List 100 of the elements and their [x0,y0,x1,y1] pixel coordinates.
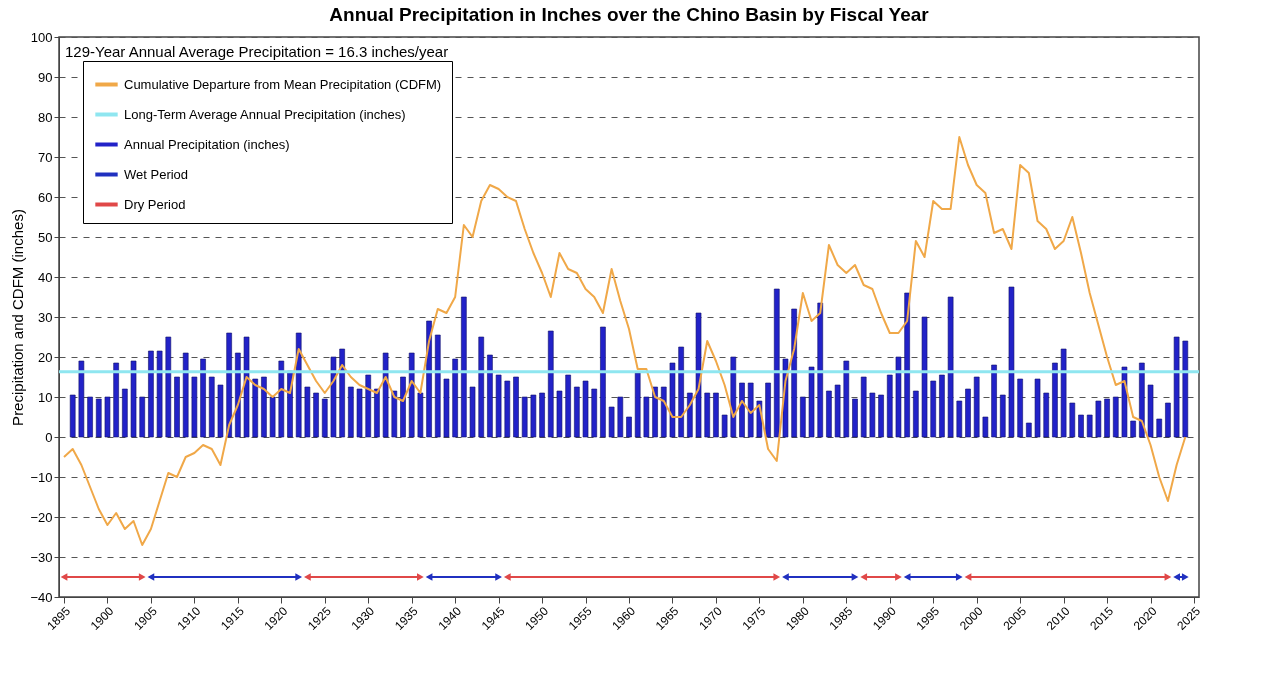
line-series [63,136,1187,546]
bar [252,378,259,438]
bar [956,400,963,438]
bar [1069,402,1076,438]
bar [261,376,267,438]
bar [478,336,485,438]
bar [391,390,398,438]
bar [817,302,824,438]
bar [539,392,545,438]
bar [721,414,728,438]
y-tick-label: 10 [38,389,53,405]
bar [69,394,76,438]
bar [165,336,172,438]
bar [469,386,476,438]
bar [182,352,189,438]
y-tick-label: 90 [38,69,53,85]
bar [243,336,250,438]
bar [487,354,493,438]
bar [113,362,119,438]
bar [826,390,832,438]
bar [982,416,989,438]
bar [1112,396,1119,438]
bar [374,388,380,438]
bar [600,326,606,438]
bar [1060,348,1067,438]
bar [1156,418,1163,438]
y-tick-label: −40 [30,589,53,605]
bar [687,392,693,438]
bar [765,382,771,438]
bar [1173,336,1180,438]
bar [843,360,850,438]
bar [773,288,780,438]
bar [860,376,867,438]
bar [713,392,719,438]
bar [269,396,276,438]
bar [999,394,1006,438]
bar [1008,286,1015,438]
bar [1026,422,1032,438]
y-tick-label: −10 [30,469,53,485]
bar [913,390,919,438]
bar [1043,392,1050,438]
bar [461,296,467,438]
y-tick-label: 30 [38,309,53,325]
bar [78,360,85,438]
bar [530,394,537,438]
bar [591,388,598,438]
bar [921,316,928,438]
bar [130,360,137,438]
bar [417,392,424,438]
bar [973,376,980,438]
bar [704,392,711,438]
y-tick-label: 80 [38,109,53,125]
bar [660,386,667,438]
bar [217,384,224,438]
legend-label: Cumulative Departure from Mean Precipitation (CDFM) [124,76,442,92]
bar [965,388,971,438]
y-tick-label: 40 [38,269,53,285]
bar [400,376,406,438]
bar [139,396,146,438]
bar [87,396,93,438]
y-tick-label: 0 [45,429,53,445]
bar [95,398,102,438]
legend-label: Long-Term Average Annual Precipitation (inches) [124,106,406,122]
bar [1086,414,1093,438]
bar [495,374,502,438]
bar [1182,340,1189,438]
bar [895,356,902,438]
bar [808,366,815,438]
bar [156,350,163,438]
bar [104,396,111,438]
bar [1104,398,1110,438]
bar [939,374,945,438]
bar [617,396,624,438]
bar [356,388,363,438]
bar [634,372,641,438]
bar [1165,402,1171,438]
bar [739,382,745,438]
bar [1130,420,1136,438]
y-tick-label: 70 [38,149,53,165]
bar [991,364,997,438]
bar [365,374,372,438]
bar [1139,362,1145,438]
bar [643,396,650,438]
chart-title: Annual Precipitation in Inches over the Chino Basin by Fiscal Year [329,4,930,25]
legend-label: Annual Precipitation (inches) [124,136,290,152]
bar [1017,378,1023,438]
bar [652,386,658,438]
bar [200,358,206,438]
bar [174,376,180,438]
bar [313,392,319,438]
bar [556,390,563,438]
y-axis-title: Precipitation and CDFM (inches) [9,209,27,426]
bar [226,332,232,438]
bar [1034,378,1041,438]
bar [565,374,571,438]
bar [608,406,615,438]
bar [547,330,554,438]
bar [513,376,519,438]
bar [947,296,954,438]
bar [886,374,893,438]
